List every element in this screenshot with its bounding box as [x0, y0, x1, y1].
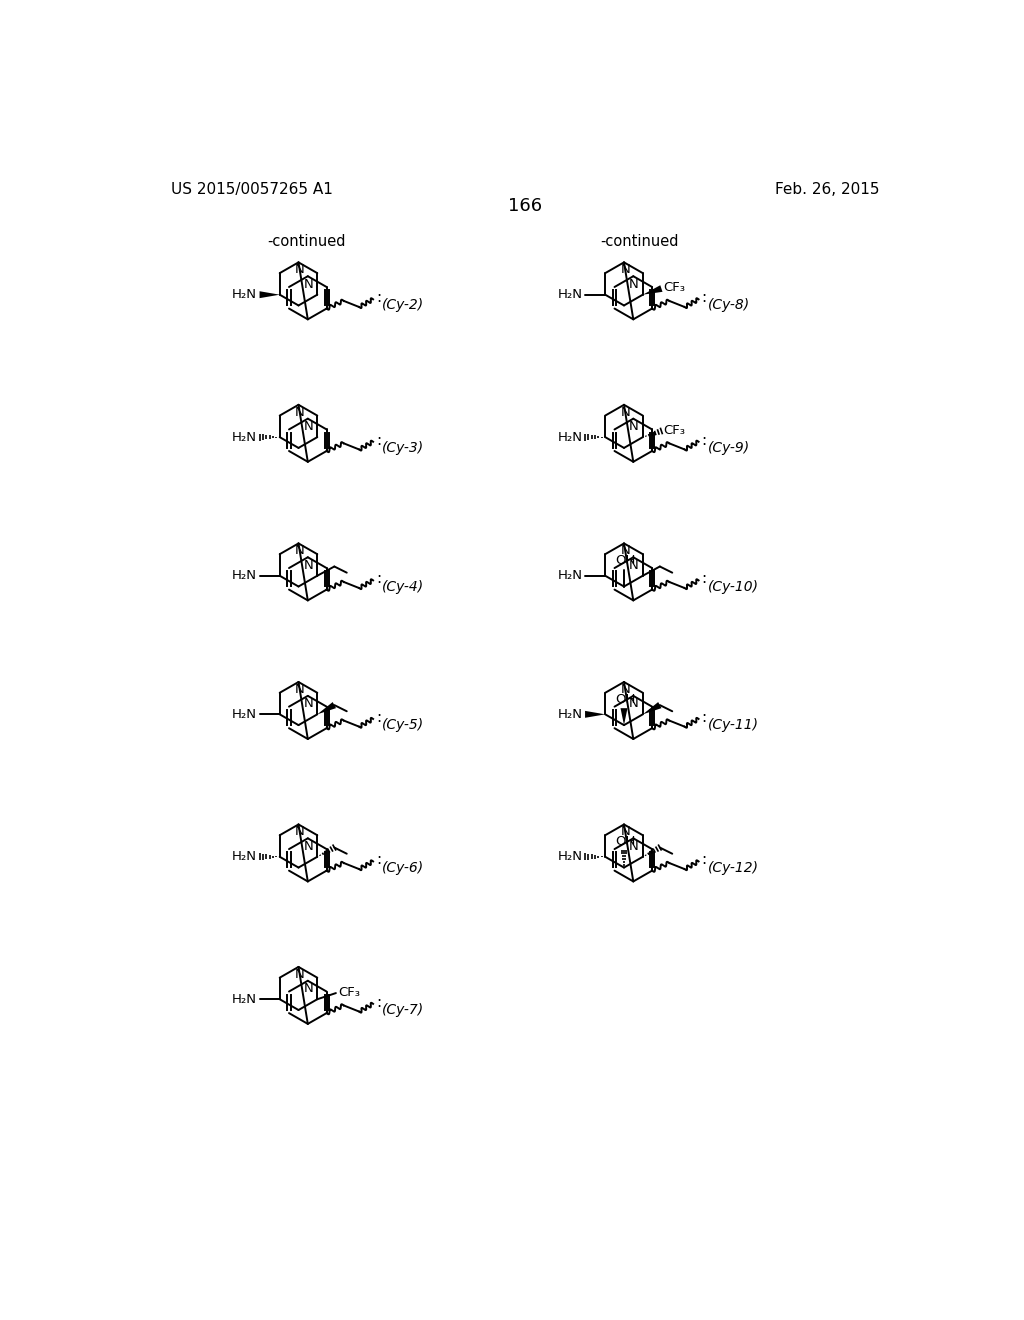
- Text: H₂N: H₂N: [232, 993, 257, 1006]
- Polygon shape: [317, 702, 336, 714]
- Text: H₂N: H₂N: [232, 850, 257, 863]
- Text: (Cy-7): (Cy-7): [382, 1003, 425, 1016]
- Polygon shape: [643, 285, 663, 294]
- Text: N: N: [295, 405, 305, 418]
- Text: :: :: [701, 710, 707, 725]
- Text: :: :: [701, 290, 707, 305]
- Polygon shape: [621, 708, 628, 725]
- Text: N: N: [304, 558, 313, 572]
- Text: H₂N: H₂N: [558, 708, 583, 721]
- Text: N: N: [304, 420, 313, 433]
- Text: (Cy-12): (Cy-12): [708, 861, 759, 875]
- Text: (Cy-6): (Cy-6): [382, 861, 425, 875]
- Text: (Cy-2): (Cy-2): [382, 298, 425, 313]
- Text: CF₃: CF₃: [664, 424, 686, 437]
- Text: N: N: [629, 558, 639, 572]
- Text: OH: OH: [615, 693, 636, 706]
- Text: N: N: [304, 840, 313, 853]
- Text: N: N: [621, 682, 631, 696]
- Text: H₂N: H₂N: [232, 288, 257, 301]
- Text: N: N: [629, 277, 639, 290]
- Text: CF₃: CF₃: [338, 986, 360, 999]
- Text: Feb. 26, 2015: Feb. 26, 2015: [775, 182, 880, 197]
- Text: :: :: [376, 995, 381, 1010]
- Polygon shape: [259, 292, 280, 298]
- Text: N: N: [304, 697, 313, 710]
- Text: (Cy-8): (Cy-8): [708, 298, 750, 313]
- Text: (Cy-4): (Cy-4): [382, 579, 425, 594]
- Text: (Cy-9): (Cy-9): [708, 441, 750, 455]
- Text: OH: OH: [615, 836, 636, 849]
- Text: :: :: [376, 572, 381, 586]
- Text: (Cy-11): (Cy-11): [708, 718, 759, 733]
- Text: :: :: [376, 433, 381, 447]
- Text: N: N: [295, 263, 305, 276]
- Text: N: N: [621, 405, 631, 418]
- Text: H₂N: H₂N: [558, 430, 583, 444]
- Text: :: :: [701, 433, 707, 447]
- Text: 166: 166: [508, 197, 542, 215]
- Text: (Cy-3): (Cy-3): [382, 441, 425, 455]
- Text: -continued: -continued: [267, 234, 345, 249]
- Polygon shape: [585, 711, 605, 718]
- Polygon shape: [643, 702, 662, 714]
- Text: -continued: -continued: [600, 234, 679, 249]
- Text: N: N: [621, 263, 631, 276]
- Text: CF₃: CF₃: [664, 281, 686, 294]
- Text: N: N: [295, 825, 305, 838]
- Text: H₂N: H₂N: [558, 288, 583, 301]
- Text: N: N: [295, 968, 305, 981]
- Text: N: N: [629, 420, 639, 433]
- Text: (Cy-10): (Cy-10): [708, 579, 759, 594]
- Text: N: N: [304, 277, 313, 290]
- Text: N: N: [304, 982, 313, 995]
- Text: N: N: [629, 840, 639, 853]
- Text: H₂N: H₂N: [232, 708, 257, 721]
- Text: H₂N: H₂N: [232, 569, 257, 582]
- Text: H₂N: H₂N: [558, 850, 583, 863]
- Text: H₂N: H₂N: [232, 430, 257, 444]
- Text: (Cy-5): (Cy-5): [382, 718, 425, 733]
- Text: H₂N: H₂N: [558, 569, 583, 582]
- Text: N: N: [621, 825, 631, 838]
- Text: :: :: [701, 572, 707, 586]
- Text: US 2015/0057265 A1: US 2015/0057265 A1: [171, 182, 333, 197]
- Text: OH: OH: [615, 554, 636, 568]
- Text: :: :: [701, 853, 707, 867]
- Text: N: N: [295, 544, 305, 557]
- Text: :: :: [376, 290, 381, 305]
- Text: :: :: [376, 710, 381, 725]
- Text: N: N: [629, 697, 639, 710]
- Text: :: :: [376, 853, 381, 867]
- Text: N: N: [295, 682, 305, 696]
- Text: N: N: [621, 544, 631, 557]
